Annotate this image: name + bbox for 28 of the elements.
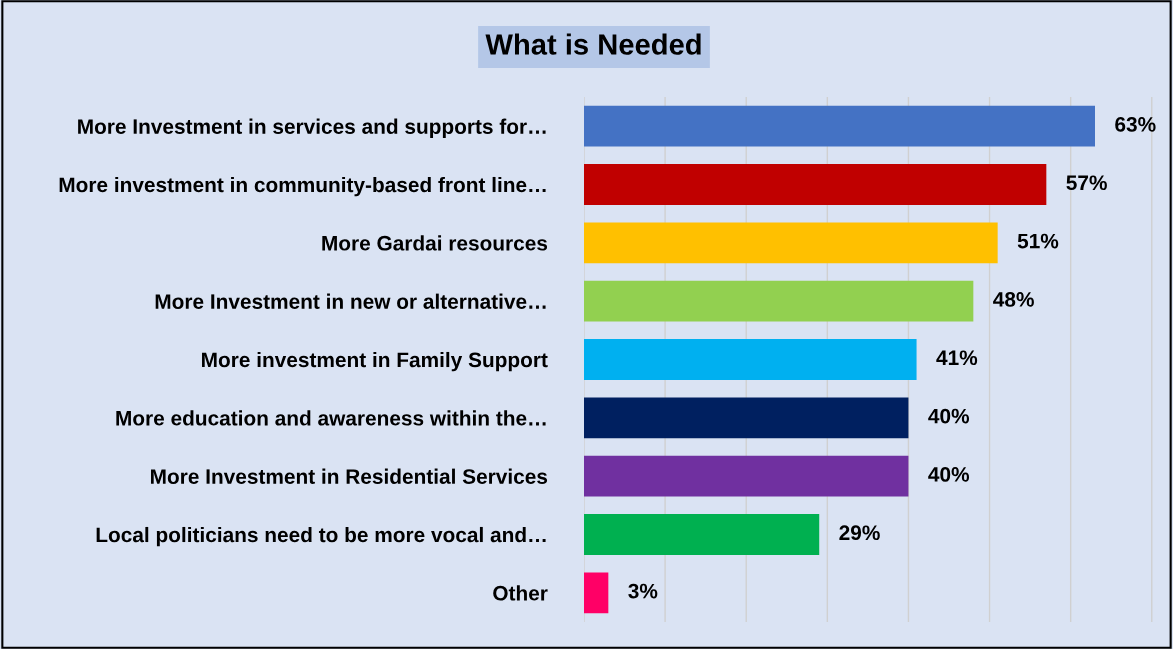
y-tick-label: Local politicians need to be more vocal and… [96, 526, 546, 547]
data-label: 41% [936, 350, 978, 366]
y-tick-label: More Gardai resources [322, 235, 548, 251]
y-tick-label: Other [493, 585, 548, 601]
bar [584, 455, 909, 497]
data-label: 3% [628, 583, 658, 599]
y-tick-label: More Investment in services and supports for… [78, 118, 546, 139]
bar [584, 339, 917, 380]
y-tick-label: More investment in community-based front line… [59, 176, 546, 197]
data-label: 40% [928, 467, 970, 482]
y-tick-label: More Investment in Residential Services [151, 468, 548, 484]
y-tick-label: More education and awareness within the… [116, 410, 546, 426]
data-label: 63% [1115, 117, 1156, 132]
bar [584, 514, 820, 555]
data-label: 40% [928, 408, 970, 424]
bar [584, 222, 998, 264]
bar [584, 105, 1095, 147]
data-label: 57% [1066, 175, 1107, 191]
y-tick-label: More Investment in new or alternative… [155, 293, 546, 309]
data-label: 48% [993, 292, 1034, 307]
y-tick-label: More investment in Family Support [202, 351, 548, 372]
bar [584, 164, 1047, 205]
bar [584, 572, 609, 614]
bar [584, 280, 974, 322]
data-label: 29% [839, 525, 880, 541]
bar [584, 397, 909, 439]
chart-title: What is Needed [485, 33, 701, 55]
data-label: 51% [1017, 233, 1059, 249]
